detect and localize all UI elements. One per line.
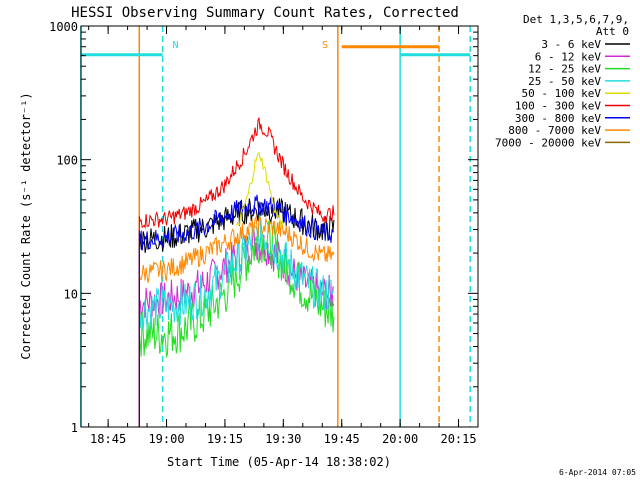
- x-tick-label-4: 19:45: [324, 432, 360, 446]
- y-tick-label-0: 1: [71, 421, 78, 435]
- legend-label-2: 12 - 25 keV: [528, 63, 601, 76]
- series-line-6: [138, 194, 335, 427]
- legend-header-1: Det 1,3,5,6,7,9,: [523, 13, 629, 26]
- x-tick-label-1: 19:00: [148, 432, 184, 446]
- series-line-4: [236, 151, 284, 229]
- x-tick-label-2: 19:15: [207, 432, 243, 446]
- x-tick-label-5: 20:00: [382, 432, 418, 446]
- series-line-7: [138, 215, 335, 283]
- legend-label-6: 300 - 800 keV: [515, 112, 601, 125]
- legend-label-4: 50 - 100 keV: [522, 87, 602, 100]
- y-tick-label-2: 100: [56, 154, 78, 168]
- y-axis-label: Corrected Count Rate (s⁻¹ detector⁻¹): [19, 92, 33, 359]
- legend-label-7: 800 - 7000 keV: [508, 124, 601, 137]
- legend-label-3: 25 - 50 keV: [528, 75, 601, 88]
- series-line-5: [138, 117, 335, 427]
- timestamp: 6-Apr-2014 07:05: [559, 468, 636, 477]
- series-line-2: [138, 220, 335, 359]
- marker-label-0: N: [173, 40, 179, 51]
- legend-label-1: 6 - 12 keV: [535, 50, 602, 63]
- axis-ticks: 18:45 19:00 19:15 19:30 19:45 20:00 20:15 1 10 10…: [49, 20, 478, 446]
- x-axis-label: Start Time (05-Apr-14 18:38:02): [167, 455, 391, 469]
- y-tick-label-3: 1000: [49, 20, 78, 34]
- chart-title: HESSI Observing Summary Count Rates, Cor…: [71, 5, 459, 21]
- x-tick-label-3: 19:30: [265, 432, 301, 446]
- series-line-3: [138, 208, 335, 331]
- legend-label-0: 3 - 6 keV: [541, 38, 601, 51]
- marker-label-1: S: [322, 40, 328, 51]
- series-layer: [138, 117, 335, 427]
- x-tick-label-0: 18:45: [90, 432, 126, 446]
- y-tick-label-1: 10: [64, 287, 78, 301]
- legend-label-5: 100 - 300 keV: [515, 100, 601, 113]
- plot-frame: [80, 25, 479, 428]
- legend-header-2: Att 0: [596, 25, 629, 38]
- legend-label-8: 7000 - 20000 keV: [495, 136, 601, 149]
- x-tick-label-6: 20:15: [440, 432, 476, 446]
